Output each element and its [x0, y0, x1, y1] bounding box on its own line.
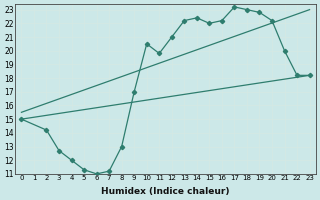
X-axis label: Humidex (Indice chaleur): Humidex (Indice chaleur) [101, 187, 230, 196]
